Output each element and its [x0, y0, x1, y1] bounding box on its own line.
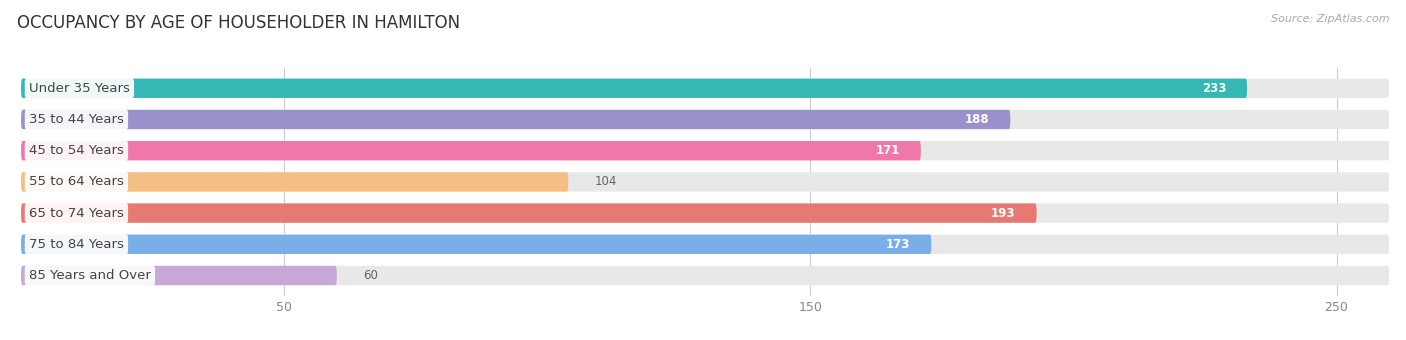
FancyBboxPatch shape: [21, 235, 1389, 254]
FancyBboxPatch shape: [21, 79, 1389, 98]
FancyBboxPatch shape: [21, 203, 1036, 223]
Text: 104: 104: [595, 175, 617, 188]
Text: 60: 60: [363, 269, 378, 282]
Text: 55 to 64 Years: 55 to 64 Years: [30, 175, 124, 188]
Text: 188: 188: [965, 113, 990, 126]
FancyBboxPatch shape: [21, 110, 1389, 129]
FancyBboxPatch shape: [21, 266, 337, 285]
FancyBboxPatch shape: [21, 235, 931, 254]
FancyBboxPatch shape: [21, 79, 1247, 98]
Text: 233: 233: [1202, 82, 1226, 95]
Text: 193: 193: [991, 207, 1015, 220]
FancyBboxPatch shape: [21, 141, 1389, 160]
Text: 35 to 44 Years: 35 to 44 Years: [30, 113, 124, 126]
FancyBboxPatch shape: [21, 172, 568, 191]
FancyBboxPatch shape: [21, 110, 1011, 129]
Text: 45 to 54 Years: 45 to 54 Years: [30, 144, 124, 157]
Text: 75 to 84 Years: 75 to 84 Years: [30, 238, 124, 251]
Text: 85 Years and Over: 85 Years and Over: [30, 269, 150, 282]
Text: 173: 173: [886, 238, 910, 251]
FancyBboxPatch shape: [21, 141, 921, 160]
FancyBboxPatch shape: [21, 203, 1389, 223]
Text: Source: ZipAtlas.com: Source: ZipAtlas.com: [1271, 14, 1389, 23]
Text: 171: 171: [876, 144, 900, 157]
Text: OCCUPANCY BY AGE OF HOUSEHOLDER IN HAMILTON: OCCUPANCY BY AGE OF HOUSEHOLDER IN HAMIL…: [17, 14, 460, 32]
FancyBboxPatch shape: [21, 172, 1389, 191]
Text: Under 35 Years: Under 35 Years: [30, 82, 129, 95]
FancyBboxPatch shape: [21, 266, 1389, 285]
Text: 65 to 74 Years: 65 to 74 Years: [30, 207, 124, 220]
